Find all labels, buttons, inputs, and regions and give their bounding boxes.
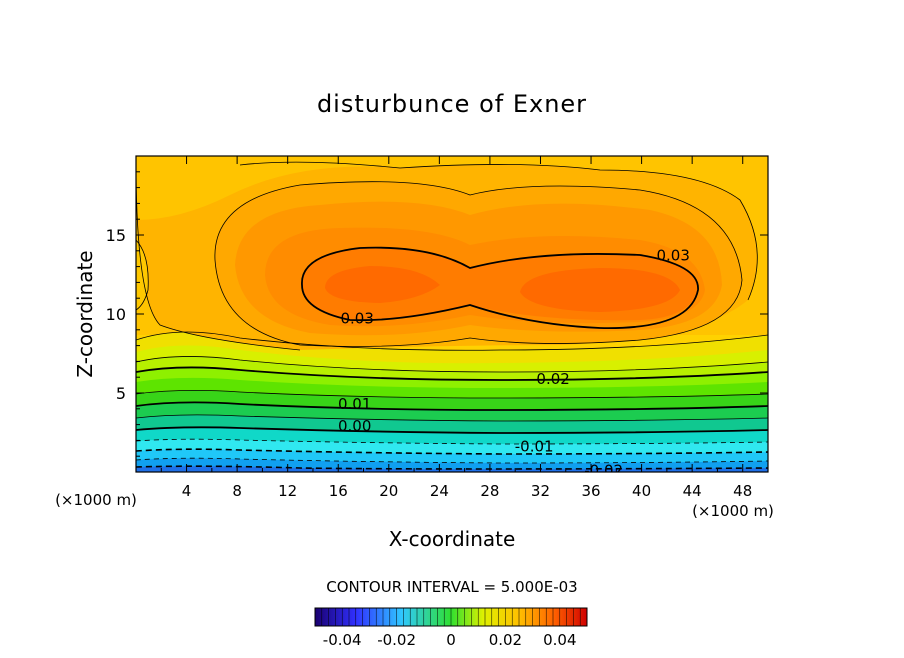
contour-label: 0.00 xyxy=(338,417,371,435)
x-tick-label: 48 xyxy=(733,482,752,500)
contour-line xyxy=(214,181,743,347)
band xyxy=(520,268,680,312)
x-tick-label: 24 xyxy=(430,482,449,500)
y-tick-label: 15 xyxy=(106,226,126,245)
x-unit-right: (×1000 m) xyxy=(692,502,774,520)
contour-line xyxy=(239,161,758,301)
colorbar-tick-label: -0.04 xyxy=(323,631,362,649)
band xyxy=(136,466,768,472)
plot-area: 0.03 0.03 0.02 0.01 0.00 -0.01 -0.02 xyxy=(136,156,768,479)
contour-line-negative xyxy=(136,465,768,470)
contour-line-0.01 xyxy=(136,401,768,411)
x-tick-label: 16 xyxy=(329,482,348,500)
colorbar-tick-label: 0.02 xyxy=(489,631,522,649)
contour-line-0.00 xyxy=(136,426,768,434)
contour-label: 0.01 xyxy=(338,395,371,413)
x-axis-label: X-coordinate xyxy=(389,527,516,551)
x-tick-label: 44 xyxy=(683,482,702,500)
y-tick-label: 5 xyxy=(116,384,126,403)
contour-line xyxy=(136,331,768,351)
colorbar-tick-label: -0.02 xyxy=(377,631,416,649)
contour-label: 0.03 xyxy=(340,310,373,328)
x-unit-left: (×1000 m) xyxy=(55,491,137,509)
contour-label: 0.02 xyxy=(536,370,569,388)
contour-label: 0.03 xyxy=(656,247,689,265)
contour-label: -0.02 xyxy=(584,461,623,479)
chart-title: disturbunce of Exner xyxy=(317,90,587,118)
contour-interval-label: CONTOUR INTERVAL = 5.000E-03 xyxy=(326,578,577,596)
x-tick-label: 32 xyxy=(531,482,550,500)
contour-line xyxy=(136,356,768,373)
contour-line-0.03 xyxy=(301,246,699,329)
contour-line xyxy=(136,159,301,351)
contour-line-negative xyxy=(136,438,768,445)
colorbar-tick-label: 0 xyxy=(446,631,456,649)
contour-line xyxy=(136,239,149,311)
contour-label: -0.01 xyxy=(515,438,554,456)
x-tick-label: 28 xyxy=(480,482,499,500)
x-tick-label: 36 xyxy=(581,482,600,500)
contour-line-negative xyxy=(136,448,768,455)
x-tick-label: 20 xyxy=(379,482,398,500)
x-tick-label: 40 xyxy=(632,482,651,500)
contour-line-0.02 xyxy=(136,366,768,381)
y-axis-label: Z-coordinate xyxy=(73,250,97,377)
contour-line-negative xyxy=(136,457,768,464)
colorbar-tick-label: 0.04 xyxy=(543,631,576,649)
contour-line xyxy=(136,414,768,422)
x-tick-label: 4 xyxy=(182,482,192,500)
x-tick-label: 12 xyxy=(278,482,297,500)
y-tick-label: 10 xyxy=(106,305,126,324)
x-tick-label: 8 xyxy=(232,482,242,500)
contour-line xyxy=(136,390,768,399)
band xyxy=(325,266,440,303)
